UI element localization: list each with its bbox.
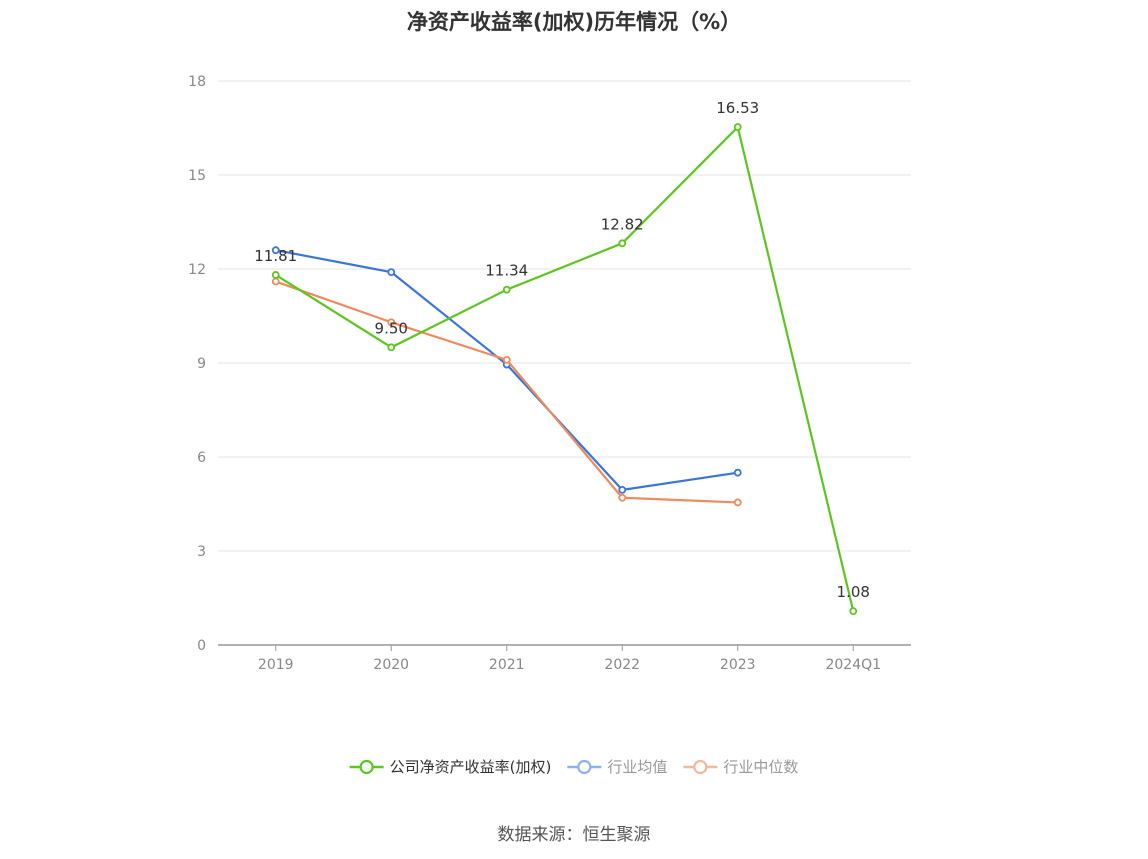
data-point-0[interactable]: [733, 123, 742, 131]
x-tick-label: 2022: [604, 657, 640, 673]
data-point-2[interactable]: [387, 318, 396, 327]
x-tick-label: 2023: [720, 657, 756, 673]
y-tick-label: 6: [197, 450, 206, 466]
y-tick-label: 0: [197, 638, 206, 654]
line-chart: 0 3 6 9 12 15 18 2019 2020 2021 2022 2023 2024Q1 11…: [188, 74, 911, 776]
grid-lines: [218, 80, 911, 552]
legend-label: 行业均值: [607, 758, 667, 776]
legend-marker-icon: [693, 759, 708, 775]
y-tick-label: 9: [197, 356, 206, 372]
legend-marker-icon: [359, 759, 374, 775]
data-source: 数据来源：恒生聚源: [497, 825, 651, 845]
y-tick-label: 3: [197, 544, 206, 560]
y-axis-ticks: 0 3 6 9 12 15 18: [188, 74, 206, 654]
data-point-2[interactable]: [618, 493, 627, 502]
data-label: 16.53: [716, 99, 759, 117]
chart-title: 净资产收益率(加权)历年情况（%）: [406, 10, 742, 34]
data-point-1[interactable]: [618, 485, 627, 494]
data-label: 11.34: [485, 262, 528, 280]
legend-item-1[interactable]: 行业均值: [567, 758, 667, 776]
data-point-0[interactable]: [271, 271, 280, 279]
x-axis: 2019 2020 2021 2022 2023 2024Q1: [218, 644, 911, 673]
y-tick-label: 15: [188, 168, 206, 184]
data-point-0[interactable]: [618, 239, 627, 248]
data-label: 1.08: [837, 583, 870, 601]
data-label: 11.81: [254, 247, 297, 265]
x-tick-label: 2024Q1: [825, 657, 881, 673]
legend-label: 行业中位数: [723, 758, 798, 776]
data-point-2[interactable]: [733, 498, 742, 507]
series-group: [271, 123, 858, 616]
legend-item-2[interactable]: 行业中位数: [683, 758, 798, 776]
series-line-2: [275, 280, 738, 504]
data-label: 9.50: [375, 319, 408, 337]
data-point-1[interactable]: [733, 468, 742, 477]
legend-label: 公司净资产收益率(加权): [390, 758, 552, 776]
data-point-1[interactable]: [271, 246, 280, 255]
x-tick-label: 2020: [373, 657, 409, 673]
y-tick-label: 12: [188, 262, 206, 278]
data-point-0[interactable]: [387, 343, 396, 352]
legend[interactable]: 公司净资产收益率(加权) 行业均值 行业中位数: [349, 758, 799, 776]
data-point-1[interactable]: [387, 268, 396, 277]
data-labels: 11.81 9.50 11.34 12.82 16.53 1.08: [254, 99, 870, 601]
x-tick-label: 2019: [258, 657, 294, 673]
series-line-0: [275, 125, 855, 612]
legend-marker-icon: [577, 759, 592, 775]
y-tick-label: 18: [188, 74, 206, 90]
x-tick-label: 2021: [489, 657, 525, 673]
data-point-2[interactable]: [502, 355, 511, 364]
data-point-0[interactable]: [849, 607, 858, 616]
data-label: 12.82: [601, 215, 644, 233]
legend-item-0[interactable]: 公司净资产收益率(加权): [349, 758, 552, 776]
data-point-0[interactable]: [502, 285, 511, 294]
data-point-2[interactable]: [271, 277, 280, 286]
